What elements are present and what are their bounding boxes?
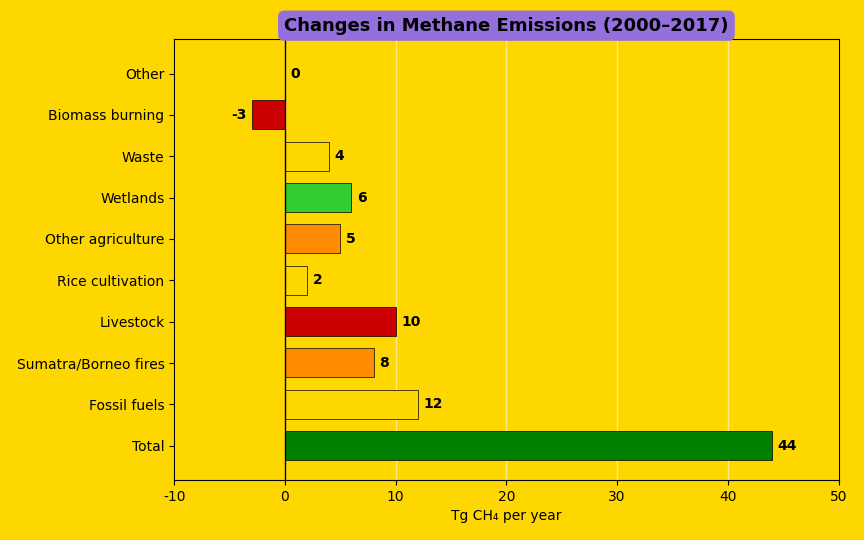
Bar <box>285 183 352 212</box>
Bar <box>285 390 418 418</box>
Text: 4: 4 <box>335 149 345 163</box>
Bar <box>285 266 307 295</box>
Bar <box>285 431 772 460</box>
Text: 2: 2 <box>313 273 322 287</box>
Text: 8: 8 <box>379 356 389 370</box>
Bar <box>285 225 340 253</box>
Bar <box>251 100 285 129</box>
Text: 12: 12 <box>423 397 443 411</box>
Text: 44: 44 <box>778 438 797 453</box>
X-axis label: Tg CH₄ per year: Tg CH₄ per year <box>451 509 562 523</box>
Text: -3: -3 <box>231 108 246 122</box>
Text: 5: 5 <box>346 232 356 246</box>
Bar <box>285 348 373 377</box>
Text: 10: 10 <box>401 314 421 328</box>
Bar <box>285 141 329 171</box>
Text: 6: 6 <box>357 191 366 205</box>
Text: 0: 0 <box>290 66 300 80</box>
Title: Changes in Methane Emissions (2000–2017): Changes in Methane Emissions (2000–2017) <box>284 17 728 35</box>
Bar <box>285 307 396 336</box>
